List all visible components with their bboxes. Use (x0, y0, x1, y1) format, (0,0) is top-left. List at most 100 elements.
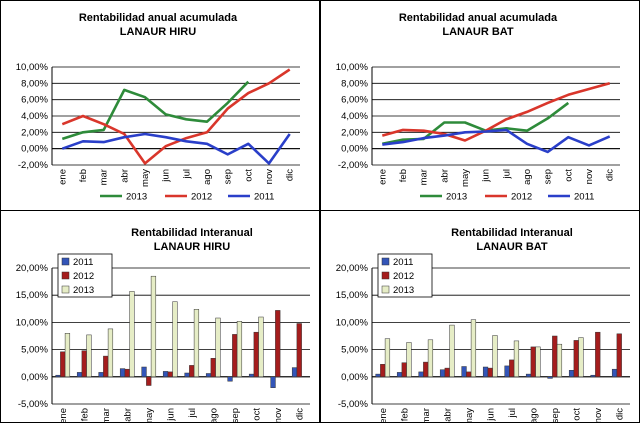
x-tick-label: sep (550, 408, 561, 423)
bar-2013 (470, 319, 477, 378)
x-tick-label: nov (593, 408, 604, 423)
x-tick-label: ene (58, 408, 69, 423)
y-tick-label: 15,00% (336, 290, 369, 301)
panel-border-bottom-right (320, 210, 640, 423)
x-tick-label: dic (614, 408, 625, 420)
legend-label-2012: 2012 (511, 192, 532, 203)
y-tick-label: 2,00% (341, 127, 368, 138)
bar-2012 (509, 359, 515, 378)
bar-2013 (86, 334, 92, 378)
y-tick-label: 5,00% (341, 345, 368, 356)
y-tick-label: 10,00% (16, 317, 49, 328)
bar-2011 (184, 372, 190, 378)
legend-swatch-2013 (61, 285, 70, 294)
x-tick-label: mar (99, 169, 110, 185)
bar-2011 (98, 372, 104, 378)
bar-2013 (193, 309, 200, 378)
y-tick-label: -5,00% (18, 399, 49, 410)
x-tick-label: mar (101, 408, 112, 423)
y-tick-label: 0,00% (341, 144, 368, 155)
x-tick-label: oct (251, 408, 262, 421)
bar-2013 (64, 333, 71, 378)
y-tick-label: 0,00% (21, 372, 48, 383)
x-tick-label: ene (378, 408, 389, 423)
bar-2011 (418, 371, 424, 378)
legend-label-2013: 2013 (446, 192, 467, 203)
bar-2011 (611, 368, 618, 378)
bar-2011 (525, 373, 532, 378)
x-tick-label: may (140, 169, 151, 187)
series-line-2012 (61, 68, 291, 165)
legend-swatch-2013 (381, 285, 390, 294)
chart-2-title: Rentabilidad anual acumulada (399, 12, 558, 24)
bar-2012 (103, 355, 109, 378)
x-tick-label: jun (481, 169, 492, 183)
x-tick-label: jun (165, 408, 176, 422)
y-tick-label: 4,00% (21, 111, 48, 122)
bar-2013 (427, 339, 434, 378)
x-tick-label: ene (377, 169, 388, 185)
legend-swatch-2012 (381, 271, 390, 280)
chart-hiru-accumulated: -2,00% 0,00% 2,00% 4,00% 6,00% 8,00% 10,00% ene… (16, 62, 300, 203)
x-tick-label: nov (273, 408, 284, 423)
bar-2013 (406, 342, 412, 378)
bar-2012 (296, 323, 302, 378)
bar-2011 (547, 376, 553, 379)
bar-2013 (107, 328, 114, 378)
bar-2011 (461, 366, 467, 378)
bar-2011 (396, 372, 403, 378)
x-tick-label: abr (442, 408, 453, 422)
x-tick-label: feb (398, 169, 409, 182)
legend-swatch-2011 (61, 257, 70, 266)
bar-2011 (270, 376, 276, 388)
bar-2011 (205, 373, 212, 378)
series-line-2011 (61, 132, 291, 165)
y-tick-label: -2,00% (18, 160, 49, 171)
x-tick-label: may (460, 169, 471, 187)
y-tick-label: -5,00% (338, 399, 369, 410)
bar-2012 (401, 362, 407, 378)
x-tick-label: feb (399, 408, 410, 421)
bar-2011 (504, 365, 510, 378)
y-tick-label: 15,00% (16, 290, 49, 301)
x-tick-label: nov (584, 169, 595, 185)
y-tick-label: 10,00% (336, 317, 369, 328)
panel-border-top-left (0, 0, 320, 211)
y-tick-label: -2,00% (338, 160, 369, 171)
x-tick-label: abr (119, 169, 130, 183)
chart-4-title: Rentabilidad Interanual (451, 227, 573, 239)
x-tick-label: jun (485, 408, 496, 422)
y-tick-label: 8,00% (341, 78, 368, 89)
x-tick-label: jun (161, 169, 172, 183)
bar-2012 (81, 350, 87, 378)
legend-label-2012: 2012 (393, 271, 414, 282)
bar-2012 (530, 346, 536, 378)
chart-1-title: Rentabilidad anual acumulada (79, 12, 238, 24)
bar-2011 (76, 372, 83, 378)
bar-2013 (150, 275, 157, 378)
legend-label-2012: 2012 (73, 271, 94, 282)
bar-2013 (535, 346, 541, 378)
x-tick-label: mar (419, 169, 430, 185)
bar-2011 (568, 370, 575, 378)
bar-2012 (487, 367, 493, 378)
chart-3-title: Rentabilidad Interanual (131, 227, 253, 239)
x-tick-label: jul (187, 408, 198, 419)
y-tick-label: 6,00% (341, 95, 368, 106)
chart-2-subtitle: LANAUR BAT (442, 26, 514, 38)
x-tick-label: jul (501, 169, 512, 180)
bar-2013 (236, 321, 243, 378)
bar-2012 (444, 367, 450, 378)
bar-2013 (556, 343, 563, 378)
x-tick-label: ago (522, 169, 533, 185)
x-tick-label: abr (439, 169, 450, 183)
bar-2012 (210, 358, 216, 378)
bar-2011 (55, 374, 61, 378)
x-tick-label: dic (605, 169, 616, 181)
bar-2011 (291, 367, 298, 378)
bar-2011 (162, 371, 169, 378)
legend-label-2011: 2011 (254, 192, 274, 203)
x-tick-label: nov (264, 169, 275, 185)
bar-2011 (482, 366, 489, 378)
x-tick-label: mar (421, 408, 432, 423)
